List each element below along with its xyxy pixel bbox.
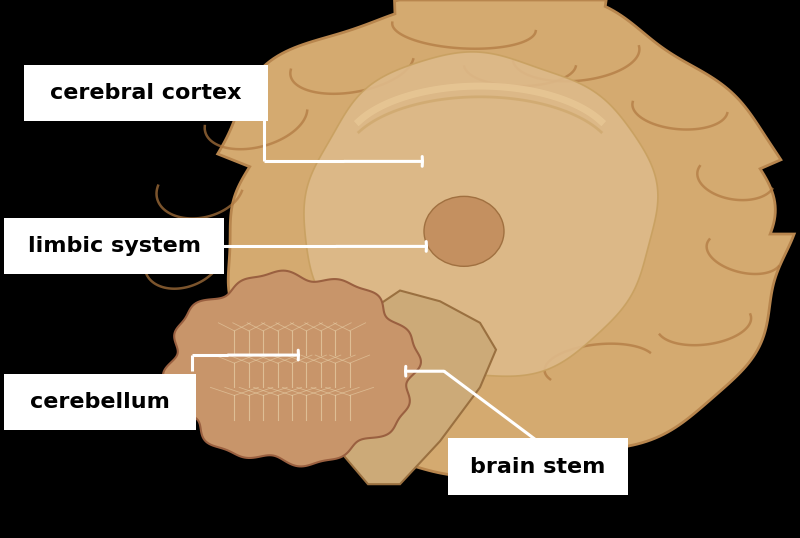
Text: brain stem: brain stem bbox=[470, 457, 606, 477]
Polygon shape bbox=[163, 271, 421, 466]
FancyBboxPatch shape bbox=[4, 218, 224, 274]
Text: limbic system: limbic system bbox=[27, 236, 201, 256]
Text: cerebral cortex: cerebral cortex bbox=[50, 83, 242, 103]
Polygon shape bbox=[320, 291, 496, 484]
Polygon shape bbox=[304, 52, 658, 376]
FancyBboxPatch shape bbox=[24, 65, 268, 121]
Polygon shape bbox=[202, 0, 794, 476]
Ellipse shape bbox=[424, 196, 504, 266]
FancyBboxPatch shape bbox=[4, 374, 196, 430]
Text: cerebellum: cerebellum bbox=[30, 392, 170, 412]
FancyBboxPatch shape bbox=[448, 438, 628, 495]
